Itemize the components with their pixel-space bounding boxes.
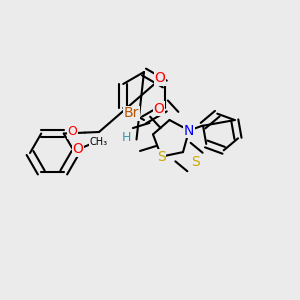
Text: O: O [154, 102, 164, 116]
Text: S: S [157, 150, 166, 164]
Text: O: O [68, 125, 77, 138]
Text: S: S [190, 155, 200, 169]
Text: O: O [154, 71, 165, 85]
Text: CH₃: CH₃ [90, 137, 108, 147]
Text: Br: Br [124, 106, 139, 120]
Text: O: O [73, 142, 83, 156]
Text: H: H [122, 130, 132, 144]
Text: N: N [184, 124, 194, 137]
